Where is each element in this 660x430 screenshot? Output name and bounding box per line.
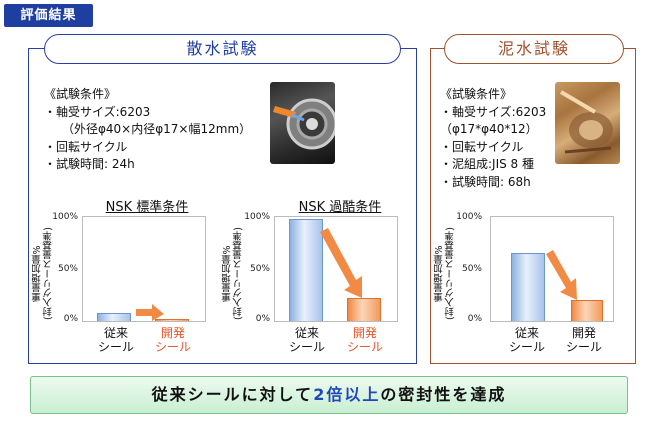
chart-standard-plot bbox=[82, 216, 206, 322]
chart-severe-plot bbox=[274, 216, 398, 322]
mud-test-photo bbox=[555, 82, 620, 164]
mud-test-title: 泥水試験 bbox=[444, 34, 624, 64]
condition-line: ・回転サイクル bbox=[440, 139, 524, 154]
y-axis-label: 重量増加量% (封入グリース量基準) bbox=[434, 227, 456, 321]
label-conventional: 従来 シール bbox=[508, 326, 545, 354]
condition-line: （φ17*φ40*12） bbox=[440, 122, 538, 136]
bar-conventional bbox=[289, 219, 323, 321]
y-axis-label: 重量増加量% (封入グリース量基準) bbox=[32, 227, 54, 321]
chart-title-standard: NSK 標準条件 bbox=[105, 200, 189, 215]
y-tick-50: 50% bbox=[249, 264, 270, 274]
summary-text-pre: 従来シールに対して bbox=[151, 385, 314, 404]
y-tick-0: 0% bbox=[63, 314, 78, 324]
y-tick-100: 100% bbox=[456, 212, 482, 222]
reduction-arrow bbox=[546, 250, 577, 300]
bar-developed bbox=[571, 300, 603, 321]
bar-developed bbox=[347, 298, 381, 321]
bearing-photo-image bbox=[273, 98, 335, 150]
label-developed: 開発 シール bbox=[154, 326, 191, 354]
chart-title-severe: NSK 過酷条件 bbox=[298, 200, 382, 215]
bar-conventional bbox=[97, 312, 131, 321]
condition-line: 《試験条件》 bbox=[440, 87, 513, 101]
y-tick-100: 100% bbox=[52, 212, 78, 222]
water-test-title: 散水試験 bbox=[44, 34, 401, 64]
water-test-conditions: 《試験条件》 ・軸受サイズ:6203 （外径φ40×内径φ17×幅12mm） ・… bbox=[44, 86, 274, 174]
y-tick-0: 0% bbox=[255, 314, 270, 324]
condition-line: ・回転サイクル bbox=[44, 139, 128, 154]
condition-line: 《試験条件》 bbox=[44, 87, 117, 101]
label-conventional: 従来 シール bbox=[97, 326, 134, 354]
reduction-arrow bbox=[320, 228, 362, 298]
label-developed-mud: 開発 シール bbox=[565, 326, 602, 354]
bar-conventional bbox=[511, 253, 545, 321]
mud-bearing-photo-image bbox=[559, 90, 613, 154]
y-tick-100: 100% bbox=[244, 212, 270, 222]
y-axis-label: 重量増加量% (封入グリース量基準) bbox=[222, 227, 244, 321]
section-badge: 評価結果 bbox=[4, 4, 93, 27]
y-tick-50: 50% bbox=[57, 264, 78, 274]
summary-banner: 従来シールに対して2倍以上の密封性を達成 bbox=[30, 376, 628, 414]
condition-line: ・試験時間: 68h bbox=[440, 174, 531, 189]
condition-line: ・軸受サイズ:6203 bbox=[440, 104, 547, 119]
chart-mud-plot bbox=[490, 216, 614, 322]
bar-developed bbox=[155, 319, 189, 321]
mud-test-conditions: 《試験条件》 ・軸受サイズ:6203 （φ17*φ40*12） ・回転サイクル … bbox=[440, 86, 560, 191]
water-test-photo bbox=[270, 82, 335, 164]
y-tick-0: 0% bbox=[467, 314, 482, 324]
condition-line: ・泥組成:JIS 8 種 bbox=[440, 157, 535, 171]
y-tick-50: 50% bbox=[461, 264, 482, 274]
summary-text-post: の密封性を達成 bbox=[380, 385, 507, 404]
reduction-arrow bbox=[136, 304, 164, 321]
label-developed: 開発 シール bbox=[346, 326, 383, 354]
summary-highlight: 2倍以上 bbox=[313, 385, 381, 404]
label-conventional: 従来 シール bbox=[288, 326, 325, 354]
condition-line: ・試験時間: 24h bbox=[44, 157, 135, 171]
condition-line: （外径φ40×内径φ17×幅12mm） bbox=[62, 122, 252, 136]
condition-line: ・軸受サイズ:6203 bbox=[44, 104, 151, 119]
